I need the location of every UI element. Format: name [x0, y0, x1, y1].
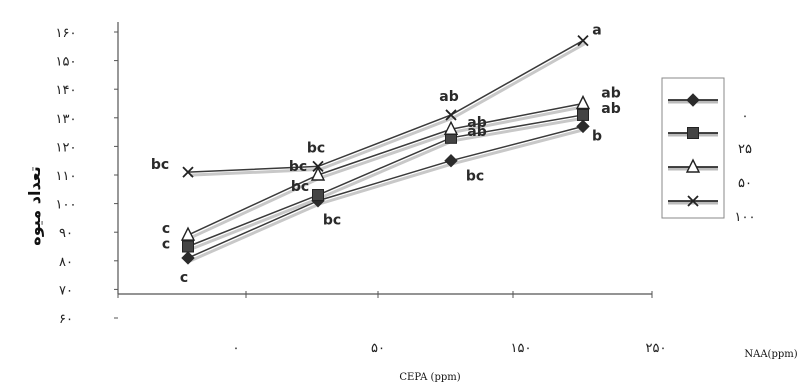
data-point-diamond: [444, 153, 458, 168]
significance-label: bc: [291, 179, 309, 195]
y-tick-label: ۱۳۰: [56, 112, 77, 127]
significance-label: ab: [467, 115, 486, 131]
series-shadow-line: [189, 116, 586, 251]
data-point-triangle: [310, 166, 326, 181]
x-tick-label: ۵۰: [371, 341, 385, 356]
y-tick-label: ۸۰: [59, 255, 73, 270]
x-tick-label: ۲۵۰: [646, 341, 667, 356]
data-point-triangle: [575, 94, 591, 110]
y-tick-label: ۱۵۰: [56, 55, 77, 70]
legend: ۰ ۲۵ ۵۰ ۱۰۰: [661, 77, 756, 225]
data-point-x: [312, 160, 324, 173]
series-shadow-line: [189, 105, 586, 240]
x-tick-label: ۰: [233, 341, 240, 356]
significance-label: ab: [601, 101, 620, 117]
y-axis-title: تعداد میوه: [25, 166, 44, 245]
x-ticks: ۰ ۵۰ ۱۵۰ ۲۵۰: [117, 291, 667, 356]
data-point-square: [312, 189, 324, 202]
data-point-x-stroke: [577, 34, 589, 47]
series-lines: [187, 39, 586, 263]
legend-marker-square: [687, 127, 699, 139]
series-markers: [180, 34, 591, 265]
legend-label: ۱۰۰: [735, 210, 756, 225]
series-shadow-line: [189, 42, 586, 177]
y-tick-label: ۶۰: [59, 312, 73, 327]
significance-label: ab: [601, 86, 620, 102]
data-point-triangle: [443, 120, 459, 135]
significance-label: c: [162, 221, 170, 237]
x-tick-label: ۱۵۰: [511, 341, 532, 356]
y-tick-label: ۹۰: [59, 226, 73, 241]
significance-label: ab: [467, 124, 486, 140]
significance-label: c: [180, 270, 188, 286]
y-tick-label: ۱۱۰: [56, 169, 77, 184]
significance-label: c: [162, 237, 170, 253]
series-line: [187, 125, 584, 259]
legend-marker-diamond: [686, 93, 700, 107]
data-point-x: [445, 109, 457, 121]
series-line: [187, 102, 584, 236]
significance-label: bc: [289, 159, 307, 175]
significance-label: bc: [151, 157, 169, 173]
series-line: [187, 39, 584, 173]
y-tick-label: ۱۰۰: [56, 198, 77, 213]
legend-marker-x-stroke: [687, 195, 699, 207]
axes: [117, 22, 652, 295]
legend-marker-x: [687, 195, 699, 207]
data-point-x-stroke: [312, 160, 324, 173]
legend-title: NAA(ppm): [744, 349, 797, 360]
x-axis-title: CEPA (ppm): [399, 372, 460, 383]
data-point-x-stroke: [445, 109, 457, 121]
data-point-diamond: [576, 119, 590, 134]
y-tick-label: ۷۰: [59, 283, 73, 298]
significance-label: ab: [439, 89, 458, 105]
significance-label: b: [592, 128, 602, 144]
data-point-square: [577, 108, 589, 121]
significance-label: bc: [307, 140, 325, 156]
data-point-diamond: [181, 251, 195, 265]
y-tick-label: ۱۲۰: [56, 140, 77, 155]
series-line: [187, 114, 584, 248]
data-point-square: [182, 240, 194, 253]
data-point-x: [577, 34, 589, 47]
legend-label: ۰: [742, 109, 749, 124]
data-point-triangle: [180, 226, 196, 241]
y-ticks: ۶۰ ۷۰ ۸۰ ۹۰ ۱۰۰ ۱۱۰ ۱۲۰ ۱۳۰ ۱۴۰ ۱۵۰ ۱۶۰: [56, 26, 118, 327]
significance-label: bc: [466, 169, 484, 185]
significance-label: a: [592, 23, 601, 39]
legend-label: ۵۰: [738, 176, 752, 191]
data-point-x: [182, 166, 194, 178]
y-tick-label: ۱۶۰: [56, 26, 77, 41]
significance-label: bc: [323, 213, 341, 229]
legend-marker-triangle: [685, 158, 701, 173]
legend-label: ۲۵: [738, 142, 752, 157]
y-tick-label: ۱۴۰: [56, 83, 77, 98]
data-point-x-stroke: [182, 166, 194, 178]
series-shadow-line: [189, 127, 586, 263]
